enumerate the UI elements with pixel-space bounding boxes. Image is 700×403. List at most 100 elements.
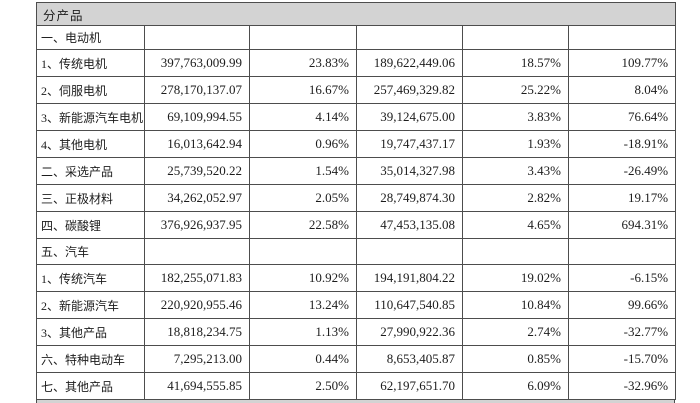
cell-value [462, 25, 569, 50]
data-row: 1、传统汽车 182,255,071.83 10.92% 194,191,804.22… [36, 264, 677, 292]
product-breakdown-table: 分产品 一、电动机 1、传统电机 397,763,009.99 23.83% 189,6… [35, 2, 677, 400]
cell-value: 1.13% [249, 318, 357, 346]
cell-value: 2.74% [462, 318, 569, 346]
row-label: 四、碳酸锂 [36, 211, 145, 239]
cell-value: 189,622,449.06 [356, 49, 463, 77]
cell-value: 28,749,874.30 [356, 184, 463, 212]
cell-value: 6.09% [462, 372, 569, 400]
cell-value: 18.57% [462, 49, 569, 77]
cell-value [462, 238, 569, 265]
data-row: 四、碳酸锂 376,926,937.95 22.58% 47,453,135.08 4.… [36, 211, 677, 239]
data-row: 3、其他产品 18,818,234.75 1.13% 27,990,922.36 2.7… [36, 318, 677, 346]
cell-value: -6.15% [567, 264, 677, 292]
cell-value: 109.77% [567, 49, 677, 77]
cell-value: 7,295,213.00 [144, 345, 250, 373]
cell-value: 3.43% [462, 157, 569, 185]
cell-value: 35,014,327.98 [356, 157, 463, 185]
data-row: 1、传统电机 397,763,009.99 23.83% 189,622,449.06… [36, 49, 677, 77]
next-section-partial-gray-row [36, 400, 675, 403]
cell-value: 4.65% [462, 211, 569, 239]
section-row: 一、电动机 [36, 25, 677, 50]
cell-value: -32.77% [567, 318, 677, 346]
cell-value: 2.05% [249, 184, 357, 212]
cell-value: 22.58% [249, 211, 357, 239]
cell-value: 2.82% [462, 184, 569, 212]
cell-value: -15.70% [567, 345, 677, 373]
cell-value: -18.91% [567, 130, 677, 158]
cell-value: 16.67% [249, 76, 357, 104]
cell-value [356, 238, 463, 265]
cell-value: 99.66% [567, 291, 677, 319]
cell-value: 278,170,137.07 [144, 76, 250, 104]
cell-value: 194,191,804.22 [356, 264, 463, 292]
row-label: 1、传统汽车 [36, 264, 145, 292]
cell-value [249, 25, 357, 50]
cell-value [144, 25, 250, 50]
data-row: 二、采选产品 25,739,520.22 1.54% 35,014,327.98 3.4… [36, 157, 677, 185]
data-row: 六、特种电动车 7,295,213.00 0.44% 8,653,405.87 0.85… [36, 345, 677, 373]
table-body: 一、电动机 1、传统电机 397,763,009.99 23.83% 189,622,4… [36, 25, 677, 400]
cell-value: 1.54% [249, 157, 357, 185]
cell-value: 10.84% [462, 291, 569, 319]
row-label: 三、正极材料 [36, 184, 145, 212]
data-row: 七、其他产品 41,694,555.85 2.50% 62,197,651.70 6.0… [36, 372, 677, 400]
cell-value: 19.02% [462, 264, 569, 292]
cell-value: 110,647,540.85 [356, 291, 463, 319]
cell-value: 0.44% [249, 345, 357, 373]
row-label: 五、汽车 [36, 238, 145, 265]
cell-value: 8.04% [567, 76, 677, 104]
cell-value: 19.17% [567, 184, 677, 212]
cell-value: 47,453,135.08 [356, 211, 463, 239]
row-label: 4、其他电机 [36, 130, 145, 158]
section-title-by-product: 分产品 [35, 2, 677, 26]
data-row: 3、新能源汽车电机 69,109,994.55 4.14% 39,124,675.00… [36, 103, 677, 131]
row-label: 一、电动机 [36, 25, 145, 50]
row-label: 1、传统电机 [36, 49, 145, 77]
row-label: 六、特种电动车 [36, 345, 145, 373]
cell-value [356, 25, 463, 50]
cell-value: 8,653,405.87 [356, 345, 463, 373]
cell-value: 39,124,675.00 [356, 103, 463, 131]
cell-value: 23.83% [249, 49, 357, 77]
cell-value: 220,920,955.46 [144, 291, 250, 319]
cell-value [144, 238, 250, 265]
cell-value: 0.96% [249, 130, 357, 158]
cell-value: 397,763,009.99 [144, 49, 250, 77]
cell-value [567, 25, 677, 50]
cell-value: 16,013,642.94 [144, 130, 250, 158]
row-label: 2、伺服电机 [36, 76, 145, 104]
section-row: 五、汽车 [36, 238, 677, 265]
cell-value: 2.50% [249, 372, 357, 400]
cell-value: 182,255,071.83 [144, 264, 250, 292]
cell-value [567, 238, 677, 265]
cell-value: 18,818,234.75 [144, 318, 250, 346]
cell-value: 69,109,994.55 [144, 103, 250, 131]
cell-value: 0.85% [462, 345, 569, 373]
row-label: 二、采选产品 [36, 157, 145, 185]
cell-value: 41,694,555.85 [144, 372, 250, 400]
row-label: 七、其他产品 [36, 372, 145, 400]
cell-value: 4.14% [249, 103, 357, 131]
cell-value: 376,926,937.95 [144, 211, 250, 239]
table-section-header-row: 分产品 [35, 2, 677, 26]
data-row: 2、伺服电机 278,170,137.07 16.67% 257,469,329.82… [36, 76, 677, 104]
cell-value: 19,747,437.17 [356, 130, 463, 158]
cell-value [249, 238, 357, 265]
cell-value: 34,262,052.97 [144, 184, 250, 212]
data-row: 4、其他电机 16,013,642.94 0.96% 19,747,437.17 1.9… [36, 130, 677, 158]
row-label: 3、新能源汽车电机 [36, 103, 145, 131]
cell-value: 257,469,329.82 [356, 76, 463, 104]
cell-value: 694.31% [567, 211, 677, 239]
cell-value: 13.24% [249, 291, 357, 319]
cell-value: 27,990,922.36 [356, 318, 463, 346]
cell-value: 25.22% [462, 76, 569, 104]
row-label: 3、其他产品 [36, 318, 145, 346]
cell-value: 62,197,651.70 [356, 372, 463, 400]
cell-value: 3.83% [462, 103, 569, 131]
cell-value: -26.49% [567, 157, 677, 185]
cell-value: -32.96% [567, 372, 677, 400]
row-label: 2、新能源汽车 [36, 291, 145, 319]
cell-value: 1.93% [462, 130, 569, 158]
cell-value: 76.64% [567, 103, 677, 131]
